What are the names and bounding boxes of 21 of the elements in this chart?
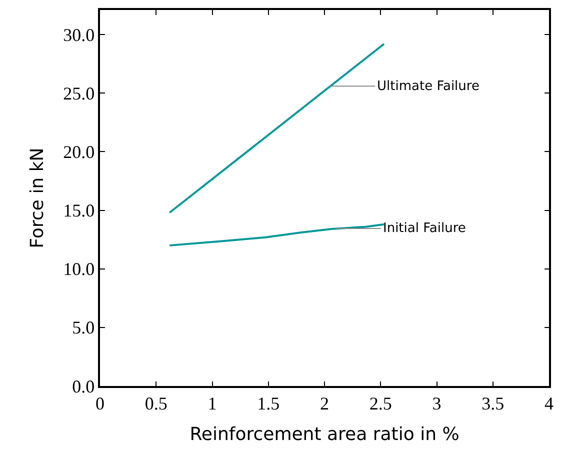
y-tick-label: 20.0 <box>63 142 95 162</box>
x-tick-label: 0 <box>96 393 104 414</box>
x-tick-label: 2.5 <box>369 393 392 414</box>
y-tick-label: 5.0 <box>72 318 95 338</box>
x-tick-label: 4 <box>544 393 554 414</box>
annotation: Ultimate Failure <box>377 79 480 94</box>
x-tick-label: 1.5 <box>257 393 280 414</box>
y-axis-title: Force in kN <box>26 148 48 248</box>
y-tick-label: 10.0 <box>63 259 95 280</box>
annotation: Initial Failure <box>383 221 466 236</box>
line-series <box>168 223 385 246</box>
x-tick-label: 3.5 <box>482 393 504 414</box>
y-tick-label: 30.0 <box>63 24 95 45</box>
y-tick-label: 15.0 <box>63 200 95 221</box>
x-tick-label: 3 <box>432 393 442 414</box>
x-tick-label: 2 <box>320 393 329 414</box>
y-tick-label: 0.0 <box>72 376 95 396</box>
x-tick-label: 0.5 <box>144 393 168 414</box>
x-axis-title: Reinforcement area ratio in % <box>190 424 460 445</box>
x-tick-label: 1 <box>208 393 217 414</box>
y-tick-label: 25.0 <box>63 83 95 104</box>
